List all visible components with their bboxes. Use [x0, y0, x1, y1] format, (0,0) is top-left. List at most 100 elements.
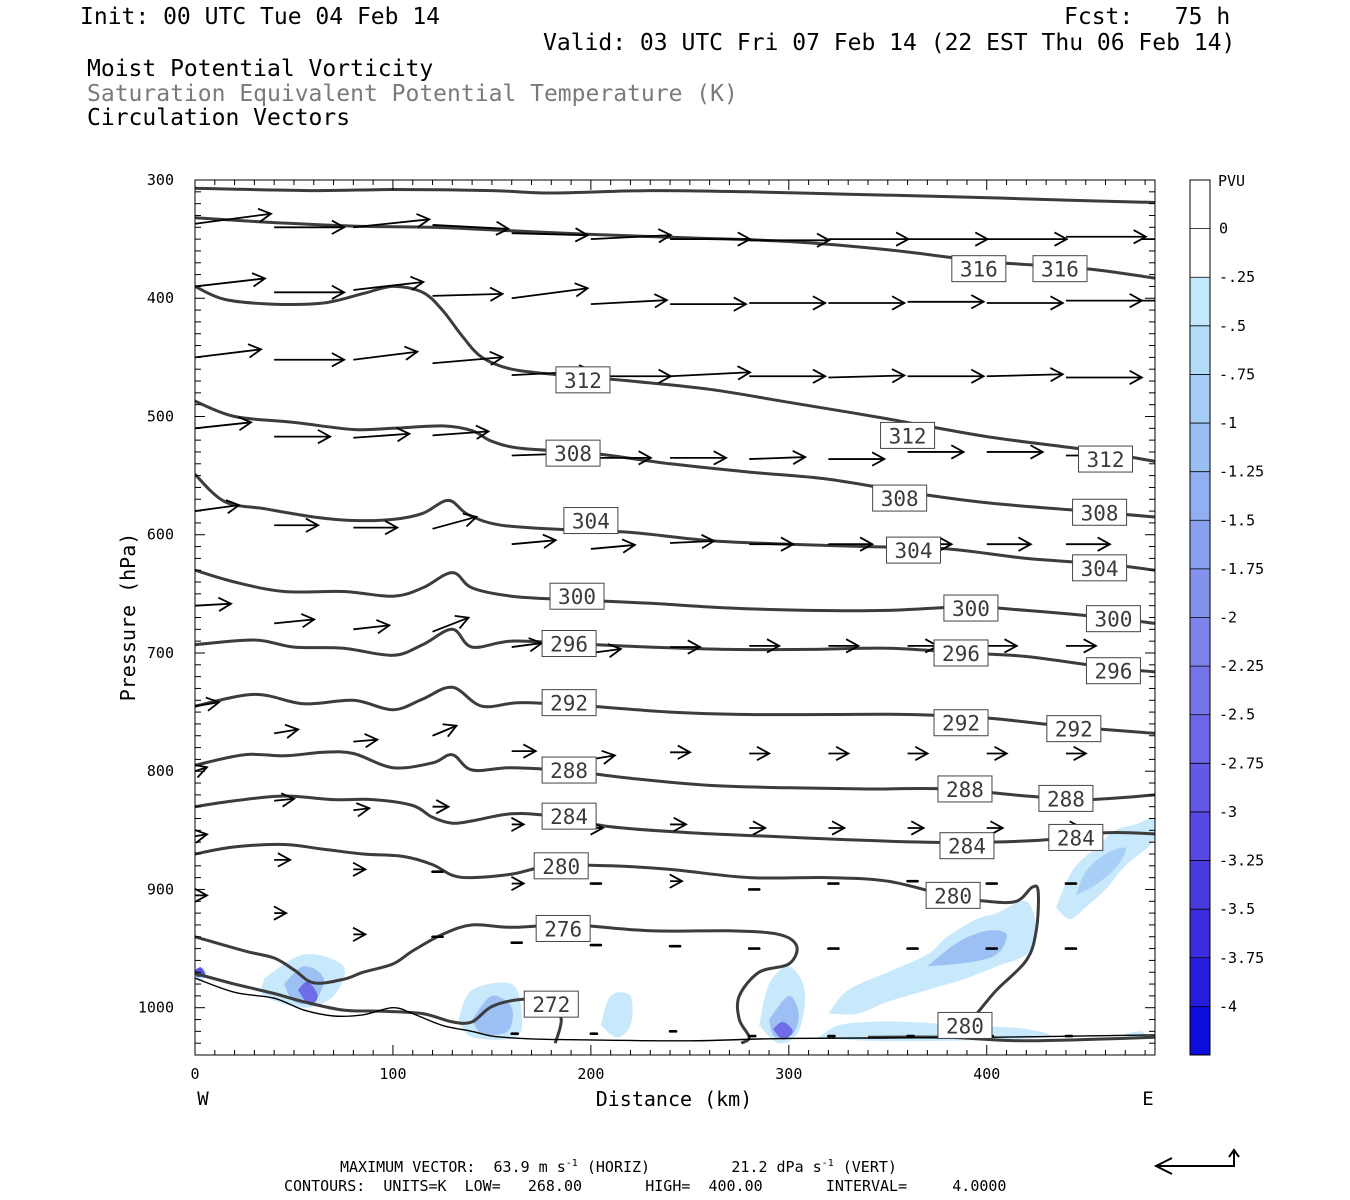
contour-label-text: 308: [1081, 501, 1119, 525]
contour-label-text: 296: [550, 633, 588, 657]
contour-label-text: 300: [952, 597, 990, 621]
surface-line: [195, 977, 1155, 1042]
contour-label-text: 308: [554, 442, 592, 466]
vector-head: [195, 764, 209, 779]
vector-head: [284, 723, 301, 739]
vector-41: [432, 424, 491, 440]
vector-99: [274, 852, 293, 868]
vector-shaft: [986, 373, 1063, 378]
vector-37: [1065, 369, 1144, 385]
colorbar-box-10: [1190, 666, 1210, 715]
colorbar-level-1: -.25: [1219, 268, 1255, 286]
init-time: Init: 00 UTC Tue 04 Feb 14: [80, 4, 441, 30]
vector-head: [701, 534, 716, 550]
vector-head: [914, 745, 930, 761]
contour-label-300-12: 300: [943, 594, 999, 622]
pv-region-12: [927, 930, 1007, 967]
vector-44: [670, 450, 728, 466]
contour-label-box: [541, 802, 597, 830]
colorbar-level-9: -2.25: [1219, 657, 1264, 675]
vector-head: [331, 284, 347, 300]
vector-20: [749, 295, 828, 311]
vector-shaft: [353, 350, 418, 361]
vector-head: [217, 596, 233, 612]
vert-tag: (VERT): [842, 1158, 897, 1176]
circulation-vectors: [195, 207, 1155, 1038]
vector-shaft: [353, 624, 390, 631]
vector-head: [1049, 367, 1065, 383]
vector-94: [828, 820, 847, 836]
contour-label-300-11: 300: [549, 582, 605, 610]
contour-label-box: [555, 366, 611, 394]
vector-shaft: [274, 728, 299, 735]
vector-head: [910, 820, 926, 836]
vector-shaft: [511, 539, 556, 546]
colorbar-box-0: [1190, 180, 1210, 229]
contour-label-312-4: 312: [1078, 445, 1134, 473]
contour-label-284-25: 284: [1048, 823, 1104, 851]
vector-shaft: [590, 234, 671, 241]
contour-label-text: 312: [889, 424, 927, 448]
vector-head: [677, 744, 692, 760]
vector-29: [432, 350, 505, 366]
vector-head: [305, 517, 321, 533]
vector-shaft: [670, 371, 751, 378]
vector-head: [1083, 638, 1098, 654]
contour-label-text: 300: [558, 585, 596, 609]
vector-shaft: [353, 738, 378, 743]
vector-shaft: [195, 701, 220, 708]
vector-shaft: [195, 833, 208, 838]
vector-head: [780, 536, 796, 552]
vector-head: [205, 696, 221, 712]
vector-head: [495, 220, 511, 236]
contour-label-box: [937, 1011, 993, 1039]
vector-shaft: [195, 766, 208, 773]
contour-label-text: 312: [1087, 448, 1125, 472]
colorbar-level-6: -1.5: [1219, 511, 1255, 529]
vector-shaft: [432, 515, 477, 530]
vector-85: [1065, 745, 1088, 761]
vector-43: [590, 450, 653, 466]
horiz-tag: (HORIZ): [586, 1158, 651, 1176]
axis-ticks: 300 400 500 600 700 800 900 1000 0 100 200 300 400: [138, 171, 1155, 1083]
vector-head: [687, 639, 702, 655]
vector-76: [353, 733, 380, 749]
vector-58: [828, 536, 875, 552]
y-tick-label-300: 300: [147, 171, 174, 189]
contour-label-text: 280: [946, 1014, 984, 1038]
field-title-mpv: Moist Potential Vorticity: [87, 56, 434, 82]
vector-head: [542, 533, 558, 549]
contour-label-304-9: 304: [886, 536, 942, 564]
contour-label-box: [1048, 823, 1104, 851]
contour-label-296-15: 296: [933, 639, 989, 667]
horiz-exponent: -1: [565, 1158, 578, 1169]
contour-label-box: [541, 689, 597, 717]
vector-head: [522, 743, 538, 759]
vector-head: [859, 536, 875, 552]
vector-head: [574, 227, 590, 243]
vector-80: [670, 744, 692, 760]
colorbar-level-15: -3.75: [1219, 949, 1264, 967]
vector-shaft: [432, 224, 509, 230]
vector-86: [195, 764, 209, 779]
max-vector-horiz: 63.9 m s: [493, 1158, 566, 1176]
vector-5: [590, 228, 673, 244]
vector-head: [891, 368, 907, 384]
vector-head: [396, 427, 412, 443]
vector-head: [331, 352, 347, 368]
vector-head: [1050, 295, 1065, 311]
vector-10: [986, 231, 1069, 247]
contour-label-text: 276: [544, 917, 582, 941]
x-tick-label-400: 400: [973, 1065, 1000, 1083]
colorbar-box-4: [1190, 374, 1210, 424]
vector-33: [749, 368, 828, 384]
vector-35: [907, 368, 986, 384]
contour-label-text: 284: [948, 835, 986, 859]
vector-52: [353, 520, 400, 536]
contour-label-300-13: 300: [1085, 605, 1141, 633]
contour-label-box: [545, 439, 601, 467]
colorbar-unit: PVU: [1218, 172, 1245, 190]
vector-shaft: [432, 724, 457, 737]
vector-17: [511, 282, 590, 300]
contour-label-box: [951, 255, 1007, 283]
